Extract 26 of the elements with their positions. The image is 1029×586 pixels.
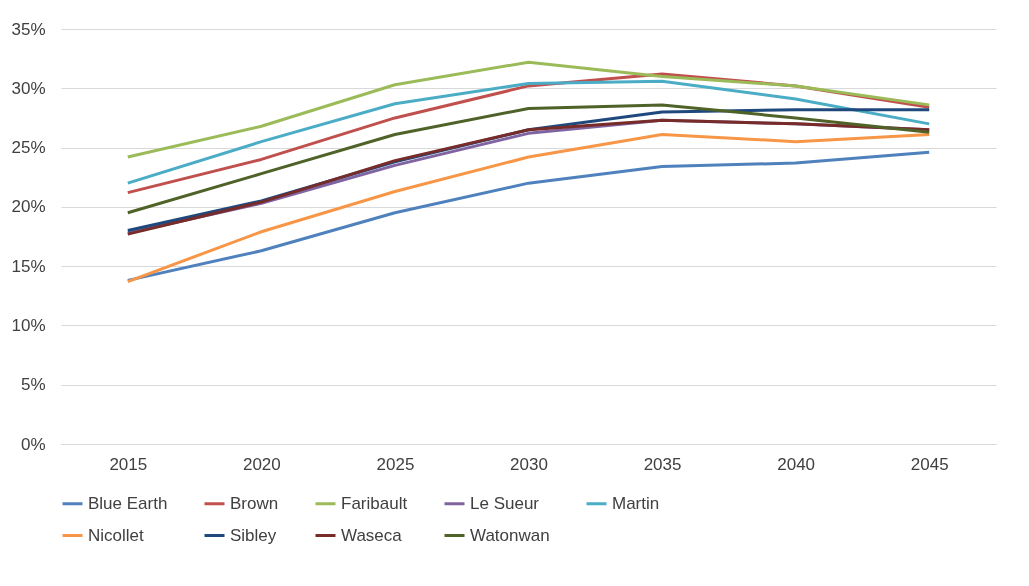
y-tick-label: 35% (11, 19, 46, 39)
legend-label: Watonwan (470, 525, 550, 545)
legend-label: Brown (230, 493, 279, 513)
x-tick-label: 2030 (510, 454, 548, 474)
y-tick-label: 10% (11, 315, 46, 335)
x-tick-label: 2020 (242, 454, 281, 474)
line-series (126, 103, 931, 215)
line-series (126, 60, 931, 159)
x-tick-label: 2045 (910, 454, 949, 474)
x-tick-label: 2015 (109, 454, 148, 474)
legend-label: Waseca (341, 525, 403, 545)
y-tick-label: 30% (11, 78, 46, 98)
y-tick-label: 25% (11, 138, 46, 158)
legend-label: Le Sueur (470, 493, 540, 513)
legend-label: Sibley (230, 525, 277, 545)
legend-label: Blue Earth (88, 493, 168, 513)
y-tick-label: 0% (20, 434, 46, 454)
y-tick-label: 20% (11, 197, 46, 217)
y-tick-label: 15% (11, 256, 46, 276)
legend-label: Nicollet (88, 525, 145, 545)
x-tick-label: 2040 (777, 454, 816, 474)
x-tick-label: 2025 (376, 454, 415, 474)
legend-label: Martin (612, 493, 660, 513)
legend-label: Faribault (341, 493, 408, 513)
x-tick-label: 2035 (643, 454, 682, 474)
y-tick-label: 5% (20, 375, 46, 395)
